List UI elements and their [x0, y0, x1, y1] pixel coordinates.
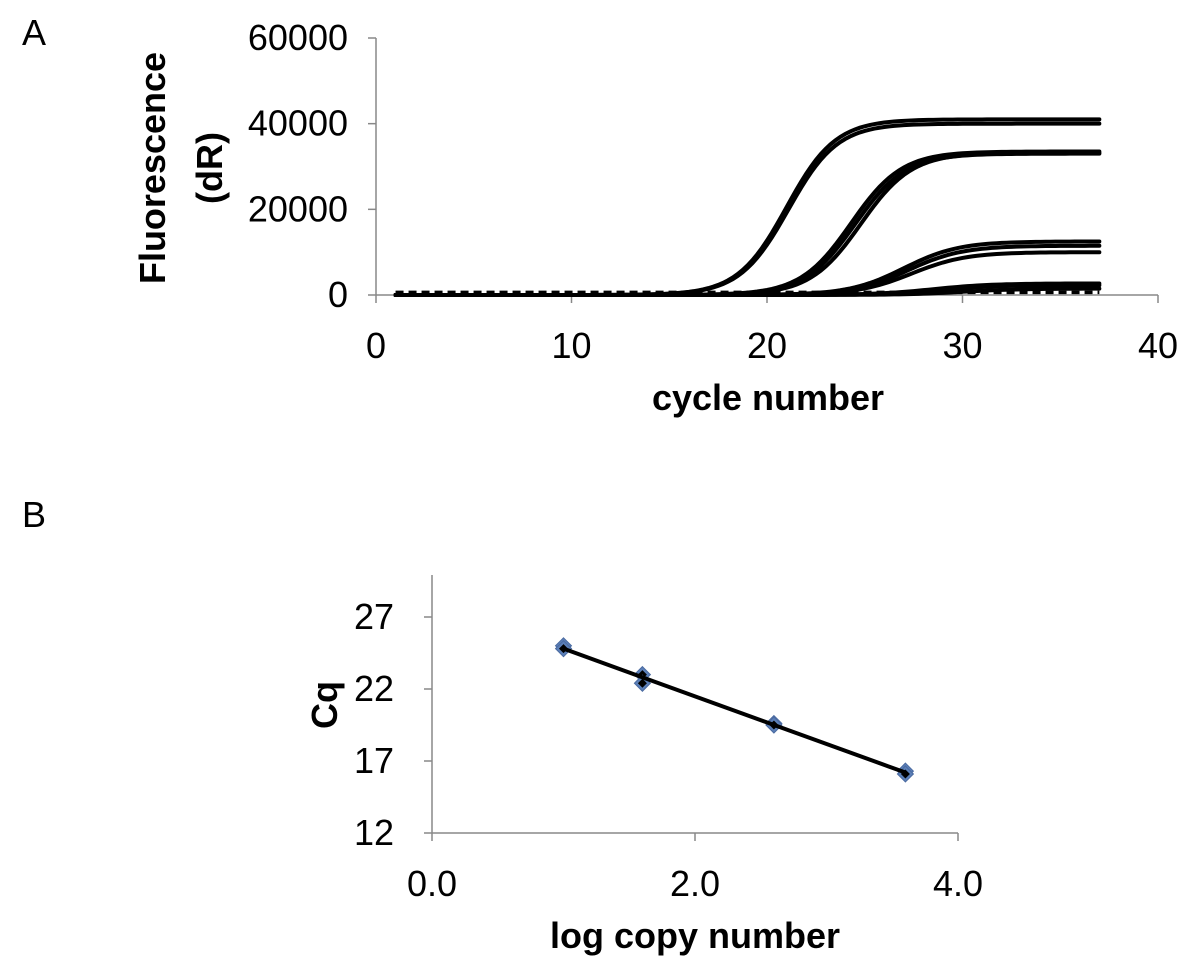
standard-curve-axes: 12 17 22 27 0.0 2.0 4.0	[354, 575, 983, 904]
y-tick-label: 27	[354, 596, 394, 637]
trendline	[562, 646, 907, 775]
x-tick-label: 20	[747, 325, 787, 366]
amplification-curve-3	[393, 149, 1102, 297]
x-tick-label: 0.0	[407, 863, 457, 904]
x-tick-label: 4.0	[933, 863, 983, 904]
standard-curve-marks	[554, 637, 915, 783]
amplification-curves	[393, 117, 1102, 297]
y-axis-title: Cq	[304, 681, 345, 729]
x-axis-title: cycle number	[652, 377, 884, 418]
x-tick-label: 40	[1138, 325, 1178, 366]
amplification-curve-2	[393, 121, 1102, 297]
x-tick-label: 10	[551, 325, 591, 366]
amplification-axes: 0 20000 40000 60000 0 10 20 30 40	[248, 17, 1178, 366]
y-tick-label: 60000	[248, 17, 348, 58]
y-tick-label: 0	[328, 274, 348, 315]
x-axis-title: log copy number	[550, 915, 840, 956]
panel-a-label: A	[22, 12, 46, 53]
amplification-curve-4	[393, 151, 1102, 297]
x-tick-label: 0	[366, 325, 386, 366]
y-axis-title-line1: Fluorescence	[132, 52, 173, 284]
data-point-center-4	[637, 678, 647, 688]
y-tick-label: 17	[354, 740, 394, 781]
amplification-curve-5	[393, 150, 1102, 297]
amplification-chart: 0 20000 40000 60000 0 10 20 30 40 cycle number F…	[132, 17, 1178, 418]
x-tick-label: 30	[942, 325, 982, 366]
x-tick-label: 2.0	[670, 863, 720, 904]
y-tick-label: 12	[354, 812, 394, 853]
y-tick-label: 20000	[248, 188, 348, 229]
y-tick-label: 40000	[248, 103, 348, 144]
y-axis-title-line2: (dR)	[189, 132, 230, 204]
standard-curve-chart: 12 17 22 27 0.0 2.0 4.0 log copy number Cq	[304, 575, 983, 956]
panel-b-label: B	[22, 494, 46, 535]
y-tick-label: 22	[354, 668, 394, 709]
